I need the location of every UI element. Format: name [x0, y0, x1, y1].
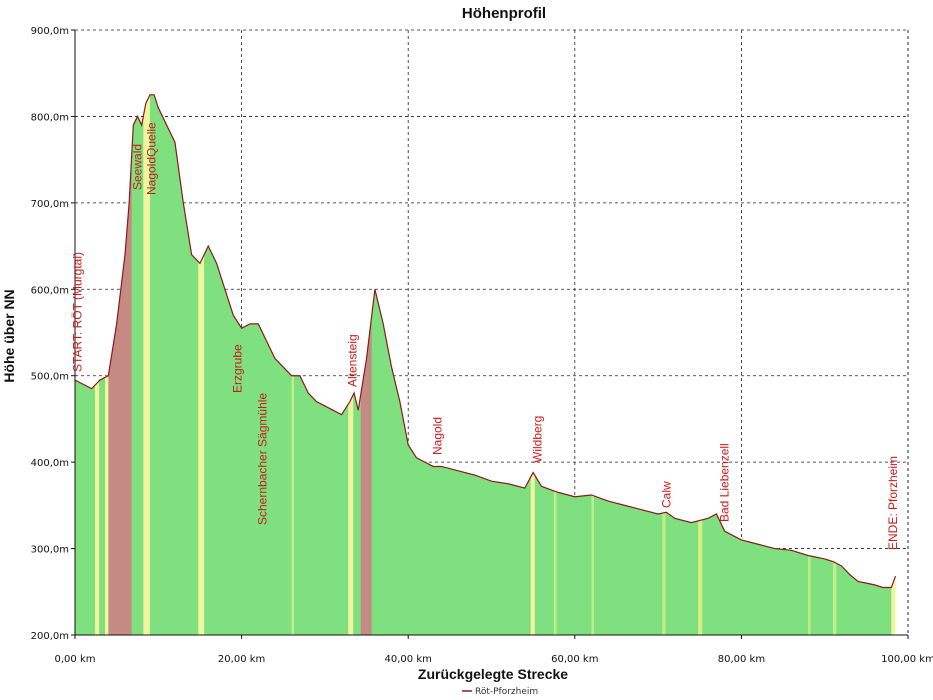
y-tick-label: 200,0m — [31, 631, 69, 642]
annotation-label: Calw — [659, 481, 673, 508]
annotation-label: Wildberg — [530, 416, 544, 463]
x-tick-label: 80,00 km — [718, 654, 765, 665]
annotation-label: Seewald — [130, 144, 144, 190]
segment-band — [591, 94, 594, 635]
x-axis-title: Zurückgelegte Strecke — [418, 666, 568, 682]
annotation-label: NagoldQuelle — [145, 122, 159, 195]
segment-band — [808, 94, 811, 635]
annotation-label: START: RÖT (Murgtal) — [70, 252, 84, 372]
x-tick-label: 0,00 km — [55, 654, 96, 665]
segment-band — [348, 94, 354, 635]
segment-band — [662, 94, 666, 635]
segment-band — [108, 94, 132, 635]
x-tick-label: 100,00 km — [881, 654, 933, 665]
segment-band — [553, 94, 557, 635]
profile-line-path — [74, 94, 897, 589]
y-tick-label: 900,0m — [31, 26, 69, 37]
profile-line — [74, 94, 897, 589]
segment-band — [291, 94, 295, 635]
chart-title: Höhenprofil — [462, 5, 546, 22]
annotation-label: Bad Liebenzell — [718, 443, 732, 522]
annotation-label: ENDE: Pforzheim — [886, 456, 900, 550]
annotation-label: Schernbacher Sägmühle — [255, 393, 269, 525]
segment-band — [530, 94, 535, 635]
x-tick-label: 60,00 km — [551, 654, 598, 665]
area-fill — [75, 94, 896, 636]
legend-label: Röt-Pforzheim — [475, 687, 538, 697]
x-tick-label: 20,00 km — [218, 654, 265, 665]
axes: 200,0m 300,0m 400,0m 500,0m 600,0m 700,0m 800,… — [31, 26, 933, 665]
y-tick-label: 800,0m — [31, 112, 69, 123]
segment-band — [360, 94, 372, 635]
y-tick-label: 500,0m — [31, 372, 69, 383]
y-tick-label: 300,0m — [31, 545, 69, 556]
annotation-label: Altensteig — [345, 334, 359, 387]
segment-band — [833, 94, 837, 635]
annotation-label: Erzgrube — [230, 344, 244, 393]
x-tick-label: 40,00 km — [385, 654, 432, 665]
y-axis-title: Höhe über NN — [1, 289, 17, 382]
y-tick-label: 600,0m — [31, 285, 69, 296]
segment-band — [104, 94, 109, 635]
area-fill-shape — [75, 94, 896, 636]
segment-band — [143, 94, 150, 635]
y-tick-label: 400,0m — [31, 458, 69, 469]
annotation-label: Nagold — [430, 417, 444, 455]
segment-band — [698, 94, 703, 635]
legend: Röt-Pforzheim — [462, 687, 538, 697]
y-tick-label: 700,0m — [31, 199, 69, 210]
segment-band — [198, 94, 205, 635]
segment-band — [94, 94, 100, 635]
annotations: START: RÖT (Murgtal) Seewald NagoldQuelle E… — [70, 122, 900, 550]
